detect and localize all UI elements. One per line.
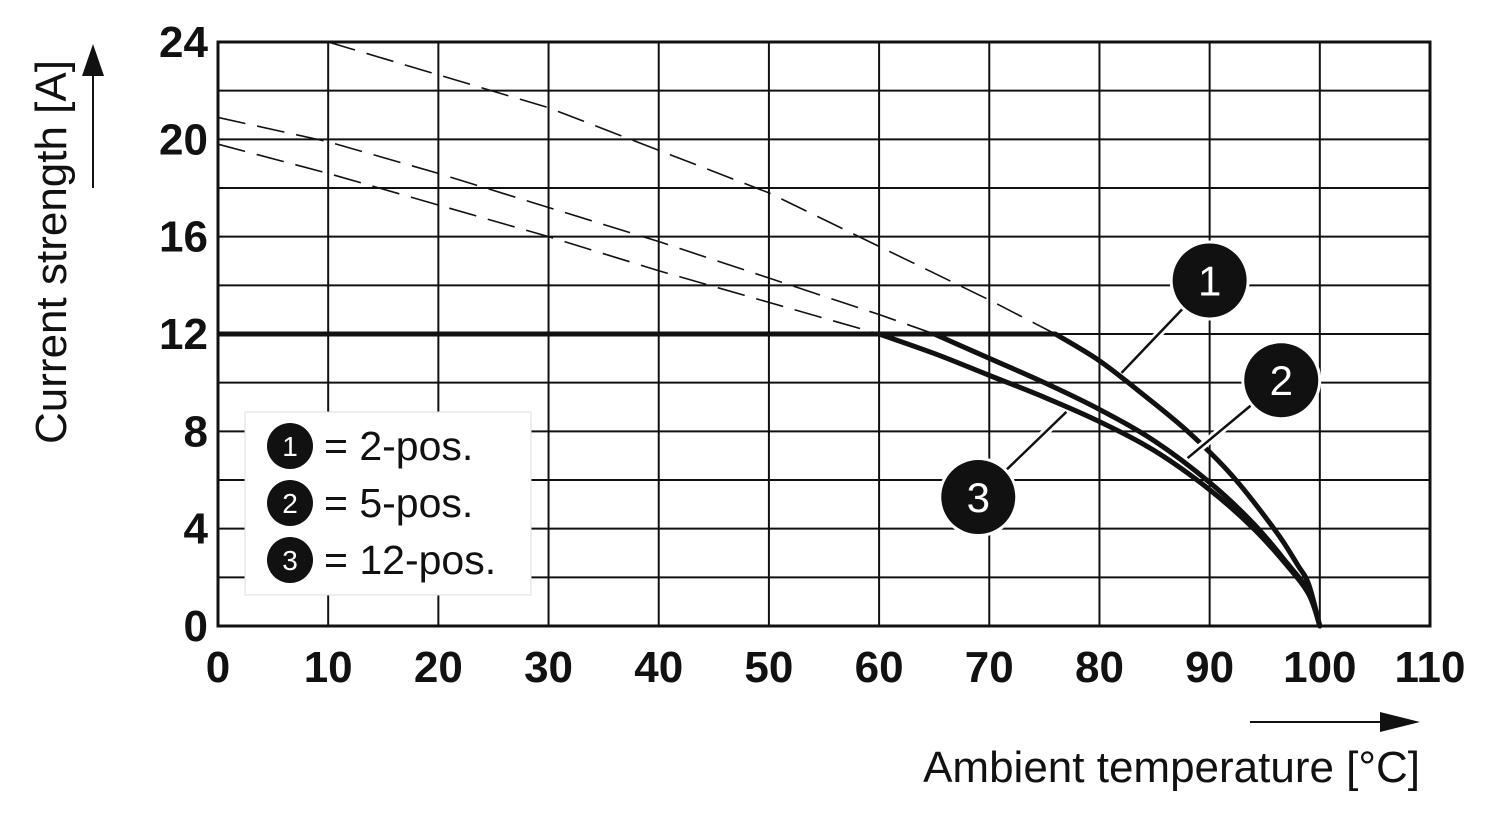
y-tick-label: 4 <box>184 505 209 554</box>
y-tick-label: 16 <box>159 213 208 262</box>
series-line <box>1052 331 1323 629</box>
legend-badge-number: 1 <box>282 431 298 462</box>
x-axis-arrow <box>1250 712 1420 732</box>
y-axis-title: Current strength [A] <box>27 60 76 444</box>
x-tick-label: 0 <box>206 643 230 692</box>
legend-entry-text: = 2-pos. <box>324 423 473 469</box>
y-tick-label: 24 <box>159 18 208 67</box>
y-tick-label: 0 <box>184 602 208 651</box>
x-tick-label: 110 <box>1395 643 1466 692</box>
x-tick-label: 70 <box>965 643 1014 692</box>
callout-badge <box>1172 243 1247 318</box>
callout-leader <box>1186 402 1254 460</box>
legend: 1 = 2-pos. 2 = 5-pos. 3 = 12-pos. <box>244 411 532 596</box>
x-tick-label: 50 <box>744 643 793 692</box>
x-axis-title: Ambient temperature [°C] <box>923 743 1420 792</box>
legend-entry-text: = 12-pos. <box>324 537 496 583</box>
x-tick-label: 10 <box>304 643 353 692</box>
y-tick-label: 20 <box>159 115 208 164</box>
x-tick-label: 20 <box>414 643 463 692</box>
callout-number: 2 <box>1270 357 1293 404</box>
callout-badge <box>941 460 1016 535</box>
series-layer <box>876 331 1323 629</box>
callout-number: 3 <box>967 474 990 521</box>
legend-badge <box>267 423 313 469</box>
y-tick-label: 8 <box>184 407 208 456</box>
legend-badge <box>267 480 313 526</box>
series-line <box>876 331 1323 629</box>
callout-leader <box>1120 306 1186 374</box>
callouts: 1 2 3 <box>938 240 1322 538</box>
legend-badge-number: 2 <box>282 488 298 519</box>
callout-leader <box>1003 410 1068 473</box>
legend-entry-text: = 5-pos. <box>324 480 473 526</box>
x-tick-label: 80 <box>1075 643 1124 692</box>
y-tick-label: 12 <box>159 310 208 359</box>
plot-frame <box>216 40 1432 628</box>
dashed-extensions <box>217 41 1056 335</box>
x-tick-labels: 0 10 20 30 40 50 60 70 80 90 100 110 <box>206 643 1466 692</box>
y-axis-arrow <box>82 44 104 188</box>
dashed-extension <box>217 116 935 335</box>
legend-badge-number: 3 <box>282 545 298 576</box>
x-tick-label: 40 <box>634 643 683 692</box>
y-tick-labels: 0 4 8 12 16 20 24 <box>159 18 208 651</box>
callout-badge <box>1244 343 1319 418</box>
plot-border <box>216 40 1432 628</box>
dashed-extension <box>217 143 880 335</box>
dashed-extension <box>327 41 1056 335</box>
x-tick-label: 100 <box>1283 643 1356 692</box>
x-tick-label: 60 <box>855 643 904 692</box>
x-tick-label: 90 <box>1185 643 1234 692</box>
x-tick-label: 30 <box>524 643 573 692</box>
legend-badge <box>267 537 313 583</box>
callout-number: 1 <box>1198 257 1221 304</box>
